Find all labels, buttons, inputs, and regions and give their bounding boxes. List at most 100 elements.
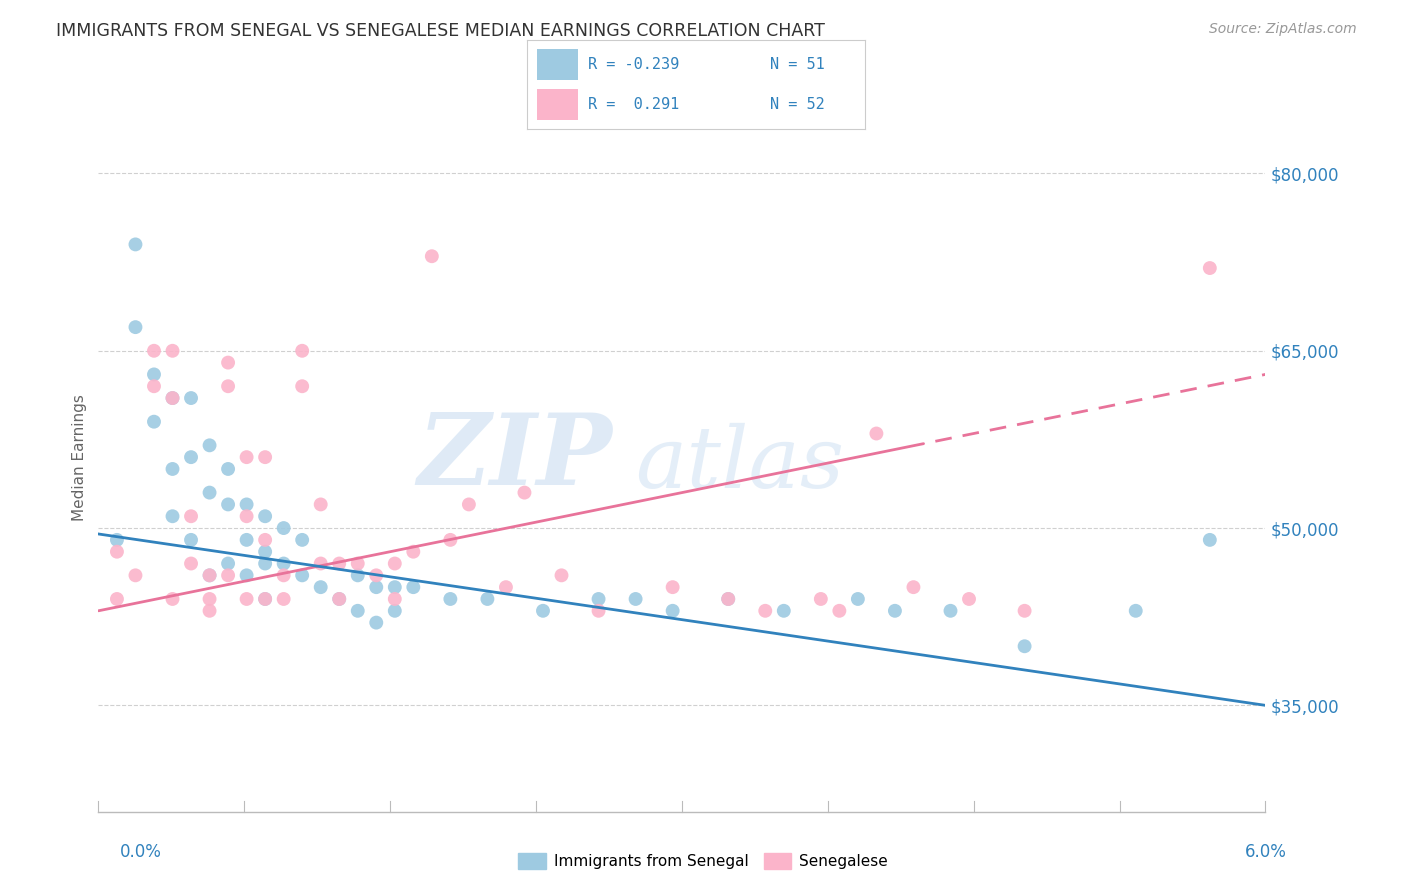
Point <box>903 580 925 594</box>
Point <box>495 580 517 594</box>
Legend: Immigrants from Senegal, Senegalese: Immigrants from Senegal, Senegalese <box>512 847 894 875</box>
Point <box>143 379 166 393</box>
Point <box>661 580 683 594</box>
Point <box>235 450 257 464</box>
Point <box>143 415 166 429</box>
Text: ZIP: ZIP <box>418 409 612 506</box>
Point <box>254 544 277 558</box>
Point <box>810 592 832 607</box>
Point <box>384 604 406 618</box>
Text: IMMIGRANTS FROM SENEGAL VS SENEGALESE MEDIAN EARNINGS CORRELATION CHART: IMMIGRANTS FROM SENEGAL VS SENEGALESE ME… <box>56 22 825 40</box>
Point <box>661 604 683 618</box>
Point <box>273 557 295 571</box>
Point <box>588 604 610 618</box>
Text: R =  0.291: R = 0.291 <box>588 97 679 112</box>
Point <box>235 592 257 607</box>
Text: N = 52: N = 52 <box>770 97 825 112</box>
Point <box>828 604 851 618</box>
Point <box>328 592 350 607</box>
Point <box>846 592 869 607</box>
Point <box>865 426 887 441</box>
Point <box>217 379 239 393</box>
Point <box>273 521 295 535</box>
Point <box>235 533 257 547</box>
Point <box>217 568 239 582</box>
Point <box>124 320 146 334</box>
Point <box>180 391 202 405</box>
Point <box>254 509 277 524</box>
Point <box>235 568 257 582</box>
Point <box>384 557 406 571</box>
Point <box>273 592 295 607</box>
Point <box>180 509 202 524</box>
Point <box>1198 261 1220 276</box>
Point <box>143 368 166 382</box>
Point <box>198 485 221 500</box>
Point <box>198 604 221 618</box>
Point <box>180 557 202 571</box>
Point <box>162 391 184 405</box>
Point <box>162 462 184 476</box>
Point <box>180 533 202 547</box>
Point <box>772 604 794 618</box>
Point <box>717 592 740 607</box>
Point <box>235 509 257 524</box>
Point <box>198 438 221 452</box>
Point <box>366 568 388 582</box>
Point <box>143 343 166 358</box>
Point <box>439 533 461 547</box>
Point <box>217 557 239 571</box>
Point <box>217 462 239 476</box>
Point <box>346 568 368 582</box>
Point <box>105 533 128 547</box>
Point <box>309 557 332 571</box>
Text: R = -0.239: R = -0.239 <box>588 57 679 71</box>
Point <box>180 450 202 464</box>
Point <box>309 498 332 512</box>
Point <box>939 604 962 618</box>
Text: N = 51: N = 51 <box>770 57 825 71</box>
Point <box>1198 533 1220 547</box>
Point <box>477 592 499 607</box>
Point <box>217 498 239 512</box>
Point <box>291 533 314 547</box>
Point <box>1125 604 1147 618</box>
Text: 6.0%: 6.0% <box>1244 843 1286 861</box>
Point <box>124 237 146 252</box>
Point <box>273 568 295 582</box>
Point <box>124 568 146 582</box>
Bar <box>537 89 578 120</box>
Point <box>162 509 184 524</box>
Point <box>328 557 350 571</box>
Point <box>291 343 314 358</box>
Point <box>550 568 572 582</box>
Point <box>717 592 740 607</box>
Point <box>588 592 610 607</box>
Point <box>531 604 554 618</box>
Point <box>217 356 239 370</box>
Point <box>457 498 479 512</box>
Point <box>1014 604 1036 618</box>
Point <box>162 391 184 405</box>
Point <box>291 379 314 393</box>
Point <box>420 249 443 263</box>
Text: atlas: atlas <box>636 423 845 506</box>
Point <box>254 533 277 547</box>
Point <box>162 592 184 607</box>
Point <box>309 580 332 594</box>
Bar <box>537 49 578 80</box>
Point <box>105 544 128 558</box>
Point <box>366 615 388 630</box>
Point <box>384 580 406 594</box>
Point <box>254 450 277 464</box>
Point <box>402 544 425 558</box>
Y-axis label: Median Earnings: Median Earnings <box>72 393 87 521</box>
Text: Source: ZipAtlas.com: Source: ZipAtlas.com <box>1209 22 1357 37</box>
Point <box>235 498 257 512</box>
Point <box>754 604 776 618</box>
Point <box>254 592 277 607</box>
Point <box>162 343 184 358</box>
Point <box>198 568 221 582</box>
Point <box>366 580 388 594</box>
Point <box>328 592 350 607</box>
